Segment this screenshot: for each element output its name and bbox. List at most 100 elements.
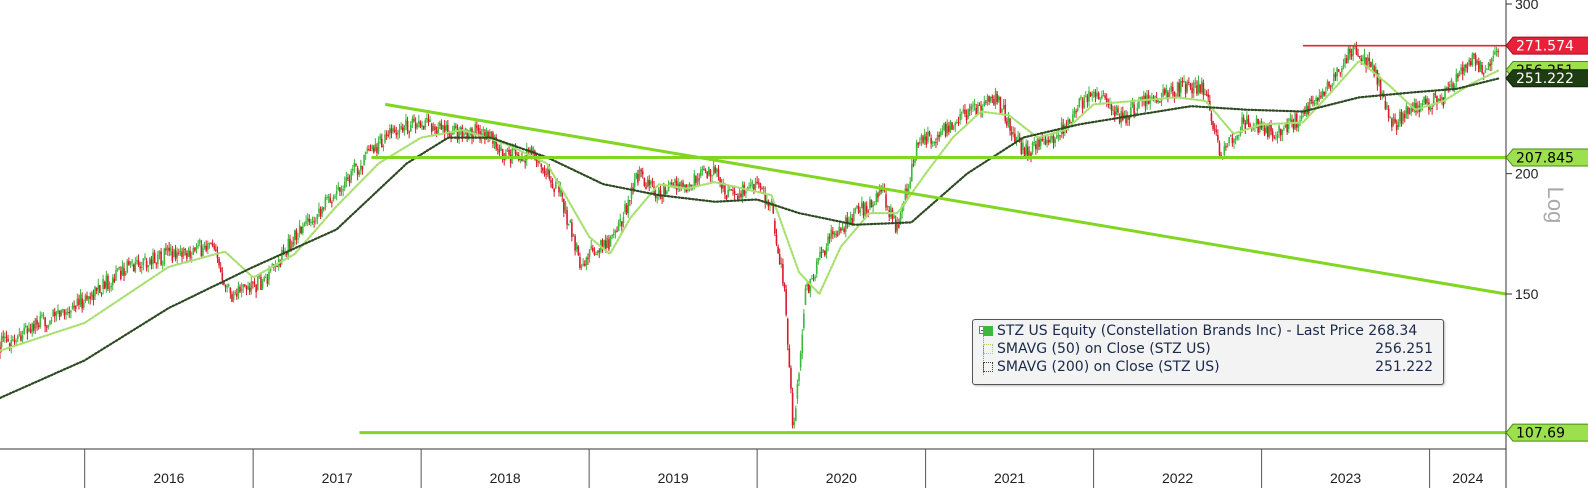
candle-body: [99, 284, 101, 293]
candle-body: [1466, 67, 1469, 69]
candle-body: [1099, 98, 1102, 100]
candle-body: [311, 221, 314, 223]
candle-body: [538, 161, 541, 163]
candle-body: [195, 246, 198, 249]
candle-body: [234, 292, 236, 294]
candle-body: [643, 178, 646, 187]
candle-body: [857, 205, 860, 213]
candle-body: [469, 128, 472, 132]
candle-body: [445, 124, 448, 131]
candle-body: [1474, 54, 1477, 66]
candle-body: [674, 178, 676, 183]
candle-body: [464, 127, 467, 132]
candle-body: [401, 127, 404, 132]
candle-body: [413, 119, 415, 121]
candle-body: [661, 197, 663, 199]
candle-body: [1289, 118, 1292, 121]
candle-body: [426, 117, 428, 120]
candle-body: [1444, 88, 1446, 99]
candle-body: [422, 126, 425, 129]
candle-body: [1284, 122, 1287, 127]
candle-body: [598, 250, 601, 253]
candle-body: [269, 267, 272, 271]
candle-body: [414, 122, 417, 129]
candle-body: [174, 250, 177, 260]
candle-body: [725, 195, 728, 199]
candle-body: [930, 137, 932, 144]
candle-body: [434, 126, 436, 130]
candle-body: [1342, 64, 1345, 67]
candle-body: [1334, 74, 1337, 78]
sma200-line: [0, 77, 1500, 400]
candle-body: [360, 165, 362, 171]
candle-body: [770, 201, 773, 203]
candle-body: [176, 252, 179, 258]
candle-body: [561, 189, 564, 197]
moving-average-layer: [0, 59, 1500, 400]
candle-body: [161, 264, 164, 266]
candle-body: [1023, 148, 1026, 158]
candle-body: [139, 266, 141, 269]
candle-body: [625, 205, 628, 214]
candle-body: [194, 247, 196, 251]
candle-body: [777, 246, 779, 254]
candle-body: [430, 123, 433, 132]
candle-body: [358, 171, 361, 175]
candle-body: [97, 284, 100, 290]
candle-body: [1110, 104, 1113, 111]
candle-body: [780, 263, 783, 265]
price-tag: [1505, 69, 1588, 88]
legend-item-sma200: SMAVG (200) on Close (STZ US) 251.222: [983, 359, 1433, 376]
candle-body: [878, 189, 881, 196]
candle-body: [37, 325, 40, 328]
candle-body: [129, 261, 132, 264]
candle-body: [798, 373, 800, 382]
candle-body: [78, 299, 80, 305]
candle-body: [1151, 97, 1153, 99]
candle-body: [1067, 119, 1069, 126]
candle-body: [256, 276, 259, 291]
legend-label-last-price: STZ US Equity (Constellation Brands Inc)…: [997, 323, 1418, 339]
candle-body: [84, 295, 87, 302]
price-tag-label: 251.222: [1516, 71, 1574, 87]
candle-body: [1180, 80, 1182, 93]
price-tag-label: 271.574: [1516, 39, 1574, 55]
candle-body: [775, 234, 778, 245]
candle-body: [456, 128, 459, 140]
candle-body: [935, 142, 937, 144]
candle-body: [1490, 57, 1493, 65]
candle-body: [852, 211, 855, 222]
candle-body: [1228, 137, 1230, 144]
candle-body: [1408, 113, 1411, 115]
candle-body: [783, 283, 786, 288]
candle-body: [335, 190, 338, 195]
candle-body: [931, 142, 934, 144]
candle-body: [1468, 59, 1470, 66]
candle-body: [936, 134, 939, 140]
candle-body: [772, 205, 775, 214]
candle-body: [521, 157, 523, 161]
candle-body: [633, 178, 636, 187]
candle-body: [841, 228, 844, 230]
candle-body: [438, 122, 441, 126]
candle-body: [669, 182, 671, 185]
candle-body: [1321, 90, 1324, 97]
candle-body: [791, 392, 794, 426]
candle-body: [1275, 137, 1277, 139]
candle-body: [1310, 99, 1313, 101]
candle-body: [39, 315, 42, 327]
candle-body: [833, 233, 836, 235]
descending-trendline: [384, 102, 1507, 296]
candle-body: [1247, 118, 1250, 124]
candle-body: [611, 234, 613, 237]
candle-body: [87, 296, 90, 299]
candle-body: [298, 225, 301, 234]
candle-body: [564, 202, 567, 211]
candle-body: [1273, 137, 1276, 139]
legend-swatch-sma50: [983, 344, 993, 354]
candle-body: [33, 324, 35, 331]
legend-item-sma50: SMAVG (50) on Close (STZ US) 256.251: [983, 341, 1433, 358]
candle-body: [1436, 95, 1438, 105]
candle-body: [429, 119, 431, 122]
